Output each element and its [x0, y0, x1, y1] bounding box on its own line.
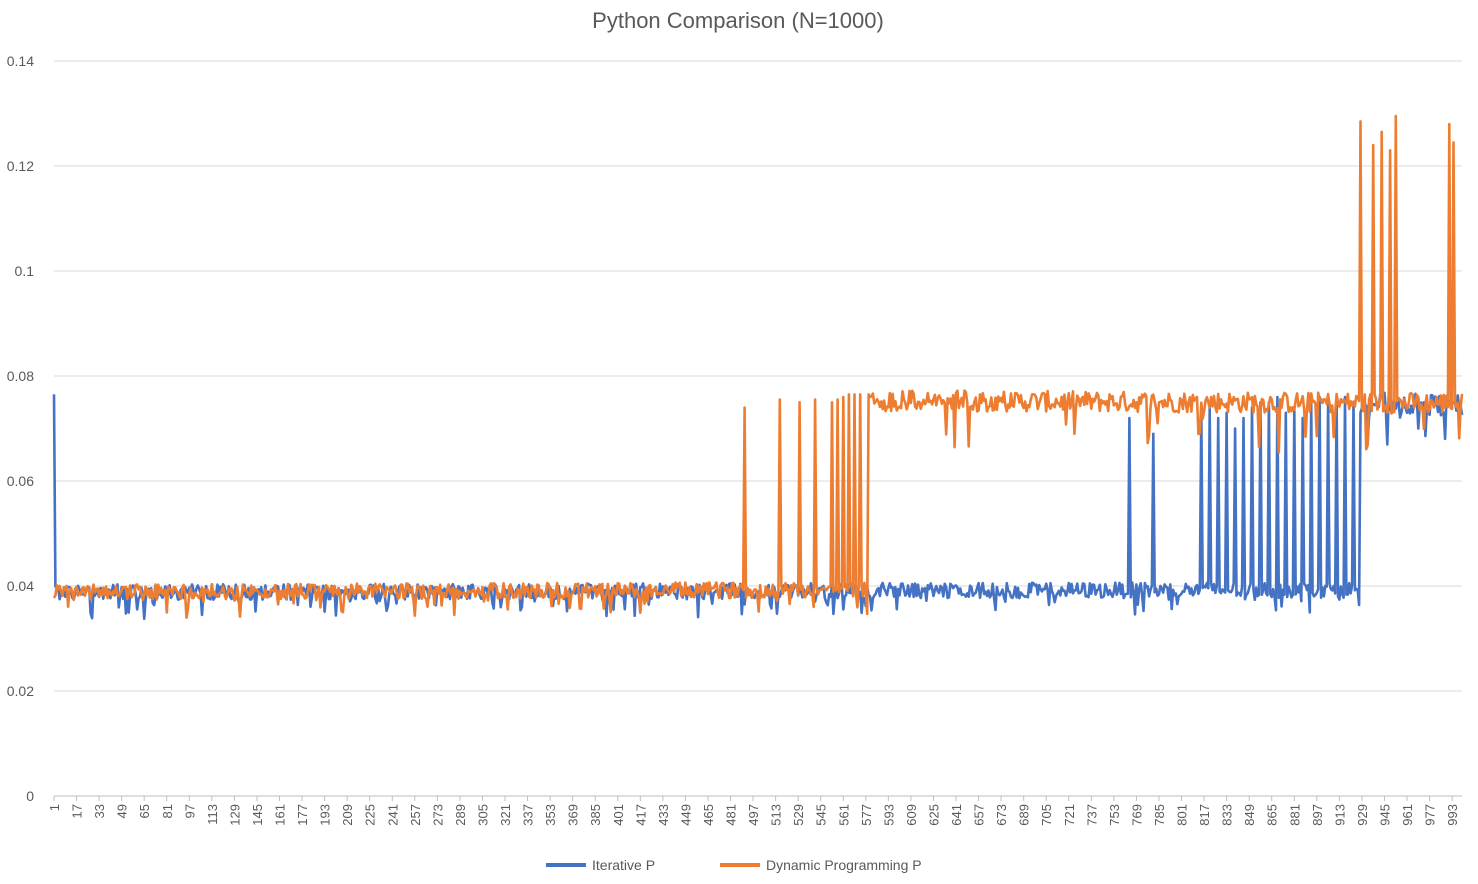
x-tick-label: 177 — [295, 804, 310, 826]
x-tick-label: 273 — [430, 804, 445, 826]
x-tick-label: 705 — [1039, 804, 1054, 826]
x-tick-label: 369 — [566, 804, 581, 826]
x-tick-label: 929 — [1355, 804, 1370, 826]
y-tick-label: 0 — [26, 788, 34, 804]
x-tick-label: 401 — [611, 804, 626, 826]
x-tick-label: 561 — [836, 804, 851, 826]
x-tick-label: 449 — [678, 804, 693, 826]
x-tick-label: 817 — [1197, 804, 1212, 826]
y-tick-label: 0.06 — [7, 473, 34, 489]
x-tick-label: 193 — [318, 804, 333, 826]
x-tick-label: 769 — [1129, 804, 1144, 826]
x-tick-label: 849 — [1242, 804, 1257, 826]
x-tick-label: 161 — [273, 804, 288, 826]
x-axis: 1 17 33 49 65 81 97 113 129 145 161 177 193 209 225 241… — [47, 796, 1460, 826]
x-tick-label: 689 — [1017, 804, 1032, 826]
x-tick-label: 305 — [475, 804, 490, 826]
x-tick-label: 721 — [1062, 804, 1077, 826]
series-line-dynamic-programming — [52, 114, 1464, 619]
x-tick-label: 897 — [1310, 804, 1325, 826]
x-tick-label: 481 — [724, 804, 739, 826]
legend-label: Iterative P — [592, 857, 655, 873]
legend: Iterative P Dynamic Programming P — [546, 857, 922, 873]
x-tick-label: 321 — [498, 804, 513, 826]
x-tick-label: 625 — [926, 804, 941, 826]
x-tick-label: 433 — [656, 804, 671, 826]
y-tick-label: 0.04 — [7, 578, 34, 594]
x-tick-label: 337 — [521, 804, 536, 826]
x-tick-label: 129 — [227, 804, 242, 826]
series-group — [52, 114, 1464, 621]
x-tick-label: 529 — [791, 804, 806, 826]
x-tick-label: 513 — [769, 804, 784, 826]
x-tick-label: 961 — [1400, 804, 1415, 826]
x-tick-label: 545 — [814, 804, 829, 826]
y-tick-label: 0.08 — [7, 368, 34, 384]
x-tick-label: 609 — [904, 804, 919, 826]
y-tick-label: 0.12 — [7, 158, 34, 174]
x-tick-label: 673 — [994, 804, 1009, 826]
x-tick-label: 289 — [453, 804, 468, 826]
x-tick-label: 737 — [1084, 804, 1099, 826]
x-tick-label: 881 — [1287, 804, 1302, 826]
x-tick-label: 465 — [701, 804, 716, 826]
y-tick-label: 0.02 — [7, 683, 34, 699]
x-tick-label: 209 — [340, 804, 355, 826]
legend-label: Dynamic Programming P — [766, 857, 922, 873]
x-tick-label: 145 — [250, 804, 265, 826]
x-tick-label: 417 — [633, 804, 648, 826]
x-tick-label: 577 — [859, 804, 874, 826]
y-tick-label: 0.1 — [15, 263, 35, 279]
x-tick-label: 241 — [385, 804, 400, 826]
x-tick-label: 97 — [182, 804, 197, 818]
x-tick-label: 641 — [949, 804, 964, 826]
x-tick-label: 33 — [92, 804, 107, 818]
x-tick-label: 385 — [588, 804, 603, 826]
x-tick-label: 49 — [115, 804, 130, 818]
x-tick-label: 65 — [137, 804, 152, 818]
series-line-iterative — [52, 391, 1464, 621]
x-tick-label: 977 — [1423, 804, 1438, 826]
x-tick-label: 945 — [1377, 804, 1392, 826]
x-tick-label: 657 — [972, 804, 987, 826]
x-tick-label: 801 — [1175, 804, 1190, 826]
y-axis: 0 0.02 0.04 0.06 0.08 0.1 0.12 0.14 — [7, 53, 34, 804]
x-tick-label: 785 — [1152, 804, 1167, 826]
x-tick-label: 353 — [543, 804, 558, 826]
x-tick-label: 17 — [70, 804, 85, 818]
x-tick-label: 1 — [47, 804, 62, 811]
x-tick-label: 497 — [746, 804, 761, 826]
x-tick-label: 865 — [1265, 804, 1280, 826]
x-tick-label: 257 — [408, 804, 423, 826]
x-tick-label: 225 — [363, 804, 378, 826]
y-tick-label: 0.14 — [7, 53, 34, 69]
x-tick-label: 113 — [205, 804, 220, 825]
x-tick-label: 753 — [1107, 804, 1122, 826]
x-tick-label: 993 — [1445, 804, 1460, 826]
x-tick-label: 593 — [881, 804, 896, 826]
chart-title: Python Comparison (N=1000) — [592, 8, 884, 33]
x-tick-label: 913 — [1332, 804, 1347, 826]
x-tick-label: 81 — [160, 804, 175, 818]
x-tick-label: 833 — [1220, 804, 1235, 826]
